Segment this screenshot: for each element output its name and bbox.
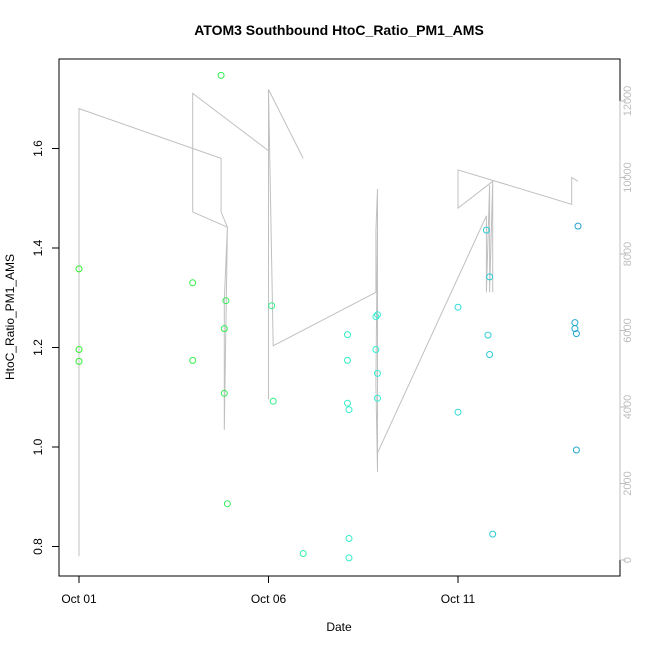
altitude-line xyxy=(78,89,579,557)
data-point-29 xyxy=(486,351,494,358)
y2-tick-label-6: 12000 xyxy=(622,86,634,117)
data-point-14 xyxy=(344,356,351,364)
y-tick-label-3: 1.4 xyxy=(31,239,45,256)
data-point-33 xyxy=(572,330,580,338)
x-axis: Oct 01 Oct 06 Oct 11 xyxy=(61,575,476,606)
y-axis-right: 0 2000 4000 6000 8000 10000 12000 xyxy=(619,86,634,563)
data-point-26 xyxy=(482,226,490,234)
data-point-12 xyxy=(299,550,307,557)
data-point-17 xyxy=(345,535,353,542)
y2-tick-label-0: 0 xyxy=(622,557,634,563)
y2-tick-label-3: 6000 xyxy=(622,318,634,342)
data-point-24 xyxy=(454,303,462,311)
data-point-6 xyxy=(220,325,228,333)
data-point-1 xyxy=(75,346,83,353)
data-point-8 xyxy=(220,389,228,397)
data-point-25 xyxy=(454,408,462,416)
data-point-7 xyxy=(222,297,230,305)
data-point-31 xyxy=(571,319,579,327)
data-point-21 xyxy=(372,346,380,353)
x-tick-label-2: Oct 11 xyxy=(441,592,476,606)
x-tick-label-1: Oct 06 xyxy=(251,592,287,606)
y-axis-label: HtoC_Ratio_PM1_AMS xyxy=(3,254,17,380)
data-point-32 xyxy=(571,325,579,333)
data-point-10 xyxy=(268,302,276,310)
chart-title: ATOM3 Southbound HtoC_Ratio_PM1_AMS xyxy=(194,22,484,38)
data-point-9 xyxy=(223,500,231,508)
data-point-15 xyxy=(344,399,351,407)
data-point-2 xyxy=(75,357,83,365)
data-point-35 xyxy=(574,222,582,230)
x-axis-label: Date xyxy=(326,620,352,634)
data-point-3 xyxy=(189,279,197,287)
data-point-19 xyxy=(372,313,380,321)
data-point-5 xyxy=(217,71,225,79)
y2-tick-label-1: 2000 xyxy=(622,471,634,495)
data-point-16 xyxy=(345,406,353,414)
data-point-30 xyxy=(489,530,497,538)
data-point-20 xyxy=(374,311,381,319)
x-tick-label-0: Oct 01 xyxy=(61,592,97,606)
altitude-line-layer xyxy=(78,89,579,557)
data-point-4 xyxy=(189,356,197,364)
data-point-13 xyxy=(344,331,351,339)
y2-tick-label-4: 8000 xyxy=(622,242,634,266)
data-point-22 xyxy=(374,369,381,377)
data-point-27 xyxy=(484,331,492,339)
y-tick-label-0: 0.8 xyxy=(31,538,45,555)
data-point-23 xyxy=(374,394,381,402)
y-axis-left: 0.8 1.0 1.2 1.4 1.6 xyxy=(31,140,60,555)
data-point-0 xyxy=(75,265,83,273)
y-tick-label-1: 1.0 xyxy=(31,438,45,455)
y2-tick-label-2: 4000 xyxy=(622,395,634,419)
data-point-34 xyxy=(572,446,580,454)
data-point-18 xyxy=(345,554,353,562)
data-point-11 xyxy=(269,397,277,405)
data-point-28 xyxy=(486,273,494,281)
plot-frame xyxy=(58,58,621,577)
y2-tick-label-5: 10000 xyxy=(622,162,634,193)
points-layer xyxy=(75,71,582,562)
y-tick-label-2: 1.2 xyxy=(31,339,45,356)
y-tick-label-4: 1.6 xyxy=(31,140,45,157)
